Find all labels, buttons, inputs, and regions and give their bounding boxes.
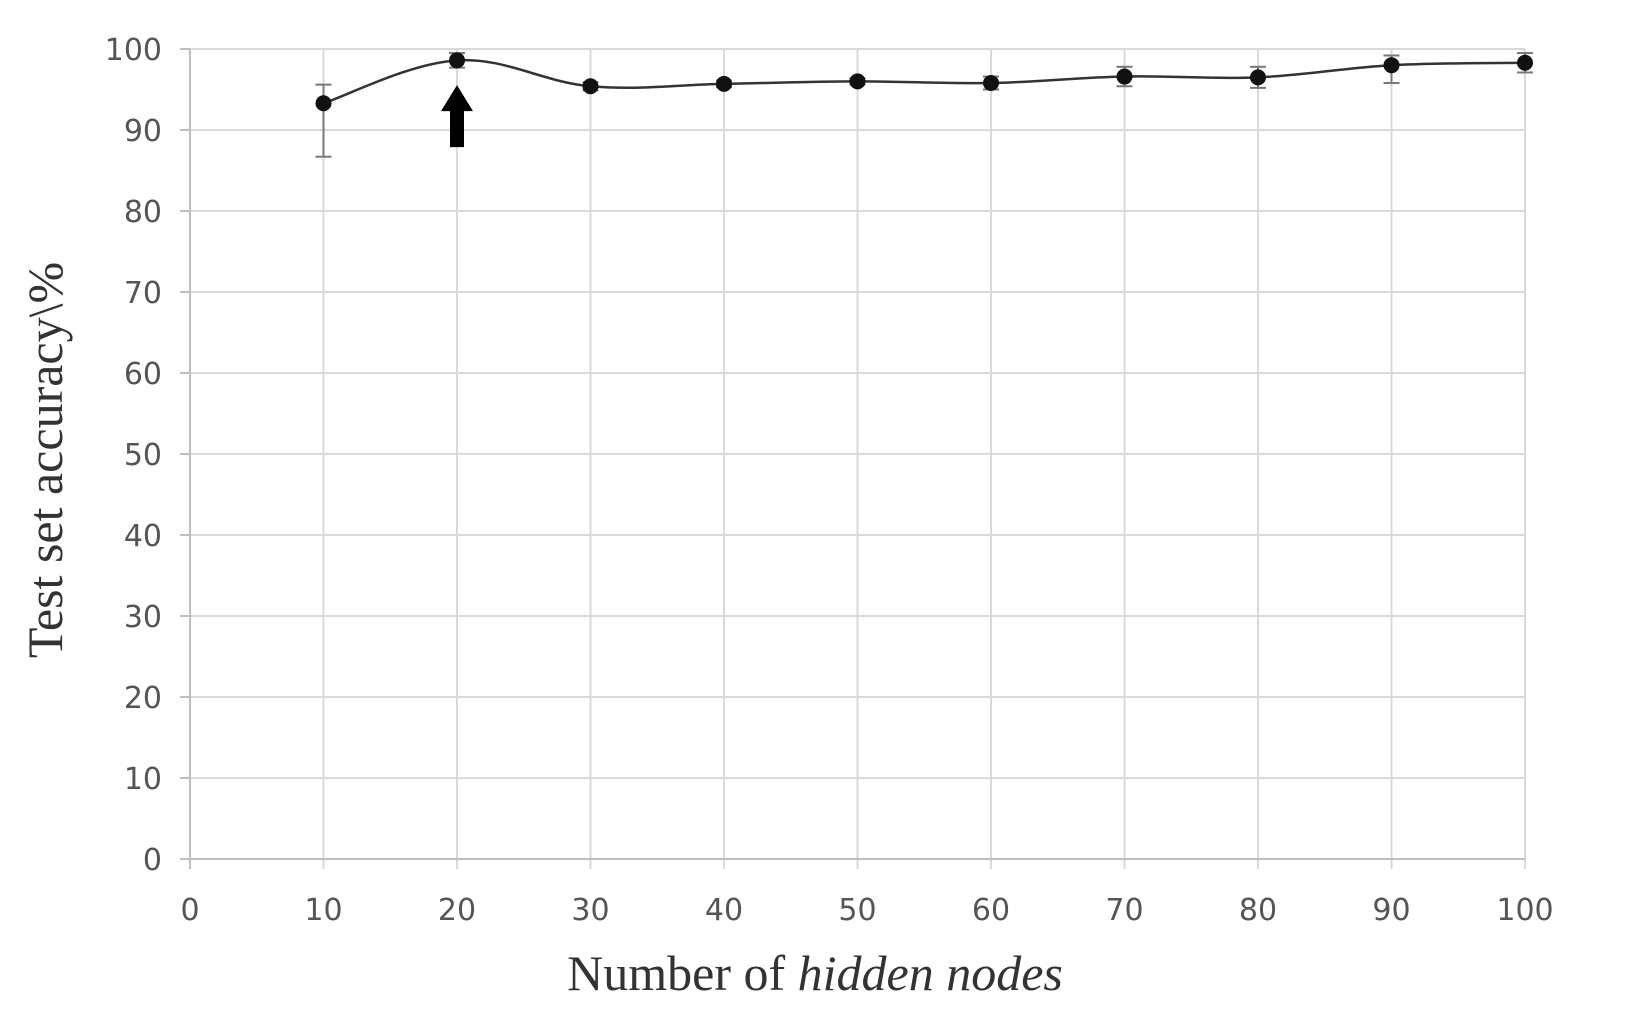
x-tick-label: 10 bbox=[304, 893, 342, 928]
x-axis-title: Number of hidden nodes bbox=[567, 945, 1063, 1001]
data-point bbox=[1250, 69, 1266, 86]
data-points bbox=[315, 52, 1533, 112]
y-axis-title: Test set accuracy\% bbox=[17, 262, 73, 658]
x-axis-title-prefix: Number of bbox=[567, 945, 798, 1001]
x-tick-label: 90 bbox=[1372, 893, 1410, 928]
data-point bbox=[716, 75, 732, 92]
y-tick-label: 60 bbox=[124, 357, 162, 392]
y-tick-label: 20 bbox=[124, 681, 162, 716]
x-tick-labels: 0 10 20 30 40 50 60 70 80 90 100 bbox=[180, 893, 1553, 928]
x-tick-label: 80 bbox=[1239, 893, 1277, 928]
series-line-group bbox=[323, 58, 1526, 105]
y-tick-labels: 0 10 20 30 40 50 60 70 80 90 100 bbox=[105, 33, 162, 878]
y-tick-label: 90 bbox=[124, 114, 162, 149]
x-axis-title-italic: hidden nodes bbox=[798, 945, 1063, 1001]
y-tick-label: 80 bbox=[124, 195, 162, 230]
data-point bbox=[849, 73, 866, 90]
x-tick-label: 70 bbox=[1105, 893, 1143, 928]
data-point bbox=[1517, 54, 1533, 71]
data-point bbox=[983, 75, 999, 92]
y-tick-label: 30 bbox=[124, 600, 162, 635]
y-tick-label: 40 bbox=[124, 519, 162, 554]
series-line bbox=[323, 58, 1526, 105]
x-tick-label: 40 bbox=[705, 893, 743, 928]
y-tick-label: 10 bbox=[124, 762, 162, 797]
grid bbox=[190, 48, 1526, 869]
annotations bbox=[441, 85, 473, 148]
data-point bbox=[449, 52, 465, 69]
data-point bbox=[582, 78, 599, 95]
x-tick-label: 60 bbox=[972, 893, 1010, 928]
y-tick-label: 100 bbox=[105, 33, 162, 68]
annotation-arrow bbox=[441, 85, 473, 148]
axes bbox=[180, 48, 1525, 869]
x-tick-label: 50 bbox=[838, 893, 876, 928]
x-tick-label: 0 bbox=[180, 893, 199, 928]
x-tick-label: 20 bbox=[438, 893, 476, 928]
y-tick-label: 50 bbox=[124, 438, 162, 473]
y-tick-label: 0 bbox=[143, 843, 162, 878]
y-tick-label: 70 bbox=[124, 276, 162, 311]
x-tick-label: 30 bbox=[571, 893, 609, 928]
x-tick-label: 100 bbox=[1496, 893, 1553, 928]
data-point bbox=[1383, 57, 1400, 74]
data-point bbox=[1116, 68, 1133, 85]
data-point bbox=[315, 95, 332, 112]
